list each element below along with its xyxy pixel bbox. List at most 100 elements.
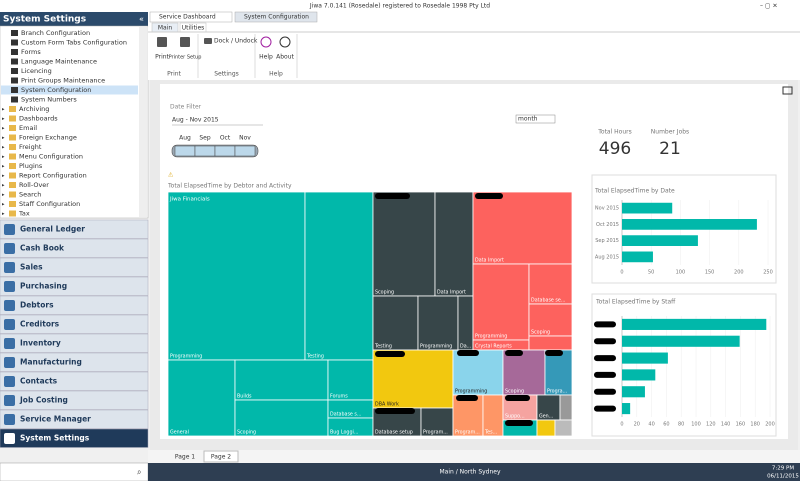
nav-button[interactable] — [0, 295, 149, 315]
ribbon-button-label[interactable]: Printer Setup — [169, 55, 202, 61]
treemap-tile[interactable] — [327, 359, 374, 401]
nav-button[interactable] — [0, 428, 149, 448]
treemap-tile[interactable] — [452, 349, 504, 396]
treemap-tile[interactable] — [234, 359, 329, 401]
treemap-tile[interactable] — [417, 295, 459, 351]
bar[interactable] — [622, 251, 653, 263]
nav-label[interactable]: Cash Book — [20, 244, 65, 253]
bar[interactable] — [622, 202, 673, 214]
treemap-tile[interactable] — [372, 295, 419, 351]
ribbon-button-label[interactable]: Help — [259, 54, 273, 61]
month-cell[interactable] — [234, 145, 256, 157]
tree-item[interactable]: Forms — [21, 48, 41, 56]
granularity-value[interactable]: month — [518, 116, 538, 123]
document-tab[interactable] — [149, 11, 233, 23]
tree-item[interactable]: Roll-Over — [19, 181, 49, 189]
page-tab[interactable] — [168, 451, 202, 462]
treemap-tile[interactable] — [457, 295, 474, 351]
nav-label[interactable]: Purchasing — [20, 282, 67, 291]
treemap-tile[interactable] — [528, 303, 573, 337]
document-tab-label[interactable]: System Configuration — [244, 14, 309, 21]
nav-button[interactable] — [0, 219, 149, 239]
tree-item[interactable]: Licencing — [21, 67, 52, 75]
ribbon-button-label[interactable]: Dock / Undock — [214, 38, 258, 45]
bar[interactable] — [622, 352, 668, 364]
document-tab[interactable] — [234, 11, 318, 23]
tree-item[interactable]: System Configuration — [21, 86, 91, 94]
treemap-tile[interactable] — [167, 191, 306, 361]
nav-button[interactable] — [0, 257, 149, 277]
nav-button[interactable] — [0, 238, 149, 258]
bar[interactable] — [622, 318, 767, 330]
document-tab-label[interactable]: Service Dashboard — [159, 14, 216, 21]
page-tab-label[interactable]: Page 1 — [175, 454, 195, 461]
month-cell[interactable] — [194, 145, 216, 157]
button-icon[interactable] — [260, 36, 272, 48]
treemap-tile[interactable] — [554, 419, 573, 437]
bar[interactable] — [622, 335, 740, 347]
page-tab[interactable] — [203, 450, 239, 463]
button-icon[interactable] — [204, 38, 212, 44]
nav-label[interactable]: Manufacturing — [20, 358, 82, 367]
bar[interactable] — [622, 235, 698, 246]
ribbon-button-label[interactable]: About — [276, 54, 294, 61]
tree-item[interactable]: System Numbers — [21, 96, 77, 104]
treemap-tile[interactable] — [420, 407, 454, 437]
treemap-tile[interactable] — [372, 349, 454, 409]
treemap-tile[interactable] — [528, 263, 573, 305]
treemap-tile[interactable] — [544, 349, 573, 396]
tree-item[interactable]: Archiving — [19, 105, 49, 113]
ribbon-button-label[interactable]: Print — [155, 54, 169, 61]
treemap-tile[interactable] — [472, 263, 530, 341]
treemap-tile[interactable] — [536, 419, 556, 437]
nav-label[interactable]: Job Costing — [19, 396, 68, 405]
nav-button[interactable] — [0, 276, 149, 296]
ribbon-tab-label[interactable]: Utilities — [182, 25, 205, 32]
treemap-tile[interactable] — [372, 191, 436, 297]
nav-button[interactable] — [0, 371, 149, 391]
nav-button[interactable] — [0, 409, 149, 429]
tree-item[interactable]: Report Configuration — [19, 172, 87, 180]
treemap-tile[interactable] — [502, 349, 546, 396]
tree-item[interactable]: Freight — [19, 143, 42, 151]
page-tab-label[interactable]: Page 2 — [211, 454, 231, 461]
treemap-tile[interactable] — [167, 359, 236, 437]
button-icon[interactable] — [180, 37, 190, 47]
month-cell[interactable] — [174, 145, 196, 157]
tree-item[interactable]: Tax — [18, 210, 30, 218]
nav-label[interactable]: Service Manager — [20, 415, 91, 424]
nav-label[interactable]: Sales — [20, 263, 43, 272]
nav-button[interactable] — [0, 314, 149, 334]
tree-item[interactable]: Print Groups Maintenance — [21, 77, 105, 85]
tree-item[interactable]: Plugins — [19, 162, 43, 170]
treemap-tile[interactable] — [528, 335, 573, 351]
treemap-tile[interactable] — [304, 191, 374, 361]
tree-item[interactable]: Staff Configuration — [19, 200, 80, 208]
tree-item[interactable]: Email — [19, 124, 37, 132]
ribbon-tab-label[interactable]: Main — [158, 25, 173, 32]
nav-label[interactable]: General Ledger — [20, 225, 85, 234]
nav-label[interactable]: Contacts — [20, 377, 58, 386]
granularity-dropdown[interactable] — [515, 114, 556, 124]
tree-item[interactable]: Custom Form Tabs Configuration — [21, 39, 127, 47]
month-cell[interactable] — [214, 145, 236, 157]
bar[interactable] — [622, 369, 656, 381]
nav-button[interactable] — [0, 352, 149, 372]
nav-label[interactable]: Inventory — [20, 339, 61, 348]
bar[interactable] — [622, 219, 757, 230]
bar[interactable] — [622, 403, 631, 415]
window-controls[interactable]: – ▢ ✕ — [760, 3, 778, 10]
nav-label[interactable]: Creditors — [20, 320, 60, 329]
nav-button[interactable] — [0, 333, 149, 353]
treemap-tile[interactable] — [559, 394, 573, 421]
nav-label[interactable]: Debtors — [20, 301, 54, 310]
nav-label[interactable]: System Settings — [20, 434, 90, 443]
tree-item[interactable]: Language Maintenance — [21, 58, 97, 66]
search-icon[interactable]: ⌕ — [137, 468, 141, 477]
bar[interactable] — [622, 386, 645, 398]
tree-item[interactable]: Dashboards — [19, 115, 58, 123]
search-box[interactable] — [0, 462, 149, 481]
tree-item[interactable]: Search — [19, 191, 41, 199]
nav-button[interactable] — [0, 390, 149, 410]
treemap-tile[interactable] — [452, 394, 484, 437]
